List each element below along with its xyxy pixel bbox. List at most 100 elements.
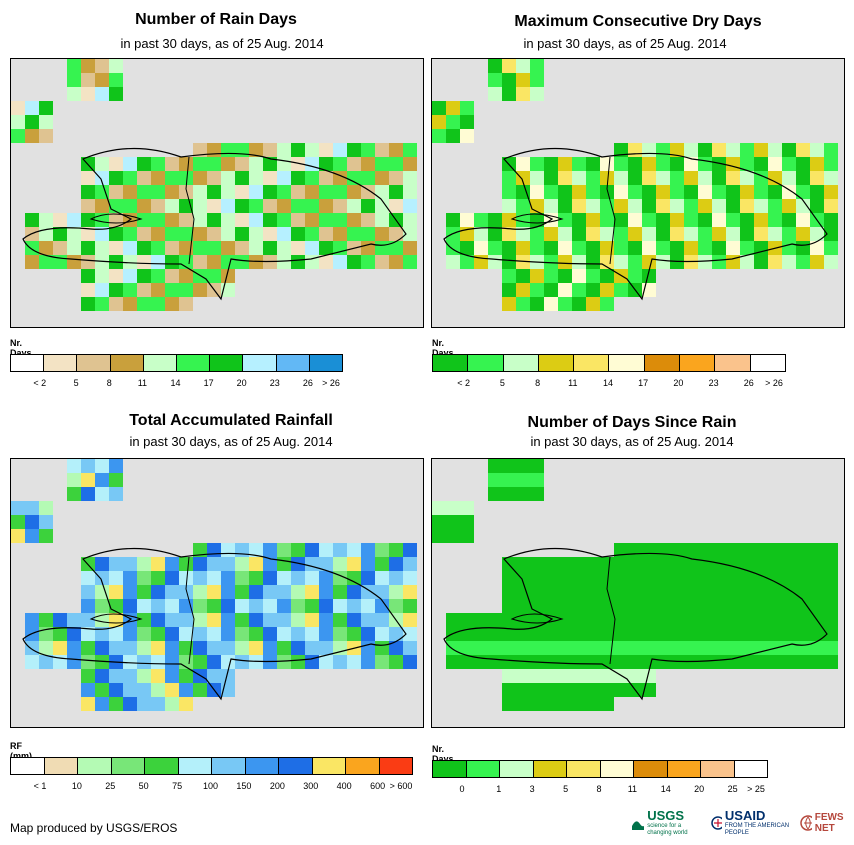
legend-tick-label: 1 bbox=[496, 784, 502, 794]
map-grid-cell bbox=[109, 697, 123, 711]
map-grid-cell bbox=[796, 627, 810, 641]
usaid-logo[interactable]: USAID FROM THE AMERICAN PEOPLE bbox=[711, 808, 793, 837]
map-grid-cell bbox=[824, 543, 838, 557]
legend-swatch bbox=[77, 355, 111, 371]
map-grid-cell bbox=[95, 59, 109, 73]
map-grid-cell bbox=[810, 655, 824, 669]
map-grid-cell bbox=[95, 683, 109, 697]
map-rainfall[interactable] bbox=[10, 458, 424, 728]
map-rain-days[interactable] bbox=[10, 58, 424, 328]
map-grid-cell bbox=[193, 627, 207, 641]
map-grid-cell bbox=[670, 199, 684, 213]
map-grid-cell bbox=[319, 241, 333, 255]
map-grid-cell bbox=[544, 199, 558, 213]
map-grid-cell bbox=[319, 185, 333, 199]
legend-swatch bbox=[279, 758, 313, 774]
map-grid-cell bbox=[207, 669, 221, 683]
map-grid-cell bbox=[740, 241, 754, 255]
map-grid-cell bbox=[726, 213, 740, 227]
map-grid-cell bbox=[558, 641, 572, 655]
legend-bar bbox=[10, 757, 413, 775]
map-grid-cell bbox=[375, 585, 389, 599]
map-grid-cell bbox=[810, 255, 824, 269]
map-grid-cell bbox=[263, 627, 277, 641]
map-grid-cell bbox=[333, 199, 347, 213]
legend-tick-label: 17 bbox=[203, 378, 214, 388]
legend-tick-label: 20 bbox=[673, 378, 684, 388]
map-grid-cell bbox=[193, 641, 207, 655]
map-grid-cell bbox=[389, 185, 403, 199]
map-grid-cell bbox=[586, 241, 600, 255]
legend-tick-label: 8 bbox=[106, 378, 112, 388]
map-grid-cell bbox=[137, 255, 151, 269]
map-grid-cell bbox=[544, 171, 558, 185]
map-grid-cell bbox=[530, 459, 544, 473]
map-grid-cell bbox=[235, 199, 249, 213]
map-grid-cell bbox=[291, 241, 305, 255]
map-grid-cell bbox=[81, 185, 95, 199]
legend-swatch bbox=[145, 758, 179, 774]
legend-swatch bbox=[538, 355, 575, 371]
map-grid-cell bbox=[263, 585, 277, 599]
usgs-logo[interactable]: USGS science for a changing world bbox=[632, 808, 705, 837]
map-grid-cell bbox=[446, 129, 460, 143]
map-grid-cell bbox=[137, 199, 151, 213]
map-grid-cell bbox=[151, 585, 165, 599]
legend-tick-label: > 26 bbox=[322, 378, 340, 388]
map-grid-cell bbox=[81, 269, 95, 283]
usaid-seal-icon bbox=[711, 815, 722, 830]
map-grid bbox=[432, 59, 838, 311]
map-grid-cell bbox=[123, 683, 137, 697]
map-grid-cell bbox=[123, 627, 137, 641]
legend-tick-label: 14 bbox=[170, 378, 181, 388]
map-grid-cell bbox=[207, 585, 221, 599]
map-grid-cell bbox=[193, 599, 207, 613]
map-grid-cell bbox=[656, 543, 670, 557]
map-grid-cell bbox=[291, 613, 305, 627]
map-grid-cell bbox=[586, 669, 600, 683]
map-since-rain[interactable] bbox=[431, 458, 845, 728]
legend-title: Nr. Days bbox=[432, 744, 454, 764]
map-grid-cell bbox=[165, 255, 179, 269]
map-grid-cell bbox=[179, 641, 193, 655]
map-grid-cell bbox=[193, 571, 207, 585]
map-grid-cell bbox=[109, 59, 123, 73]
map-grid-cell bbox=[249, 585, 263, 599]
map-grid-cell bbox=[95, 283, 109, 297]
map-grid-cell bbox=[67, 255, 81, 269]
map-grid-cell bbox=[137, 269, 151, 283]
map-grid-cell bbox=[460, 241, 474, 255]
island-outline bbox=[89, 613, 143, 624]
map-grid-cell bbox=[446, 641, 460, 655]
map-grid-cell bbox=[586, 297, 600, 311]
map-grid-cell bbox=[488, 487, 502, 501]
map-grid-cell bbox=[137, 171, 151, 185]
map-grid-cell bbox=[123, 227, 137, 241]
map-grid-cell bbox=[600, 571, 614, 585]
map-grid-cell bbox=[151, 297, 165, 311]
map-grid-cell bbox=[502, 487, 516, 501]
map-grid-cell bbox=[389, 571, 403, 585]
map-grid-cell bbox=[375, 199, 389, 213]
map-grid-cell bbox=[277, 185, 291, 199]
map-grid-cell bbox=[109, 669, 123, 683]
map-grid-cell bbox=[782, 241, 796, 255]
map-grid-cell bbox=[628, 269, 642, 283]
map-dry-days[interactable] bbox=[431, 58, 845, 328]
map-grid-cell bbox=[333, 543, 347, 557]
map-grid-cell bbox=[530, 297, 544, 311]
map-grid-cell bbox=[277, 255, 291, 269]
map-grid-cell bbox=[291, 199, 305, 213]
map-grid-cell bbox=[193, 185, 207, 199]
map-grid-cell bbox=[740, 571, 754, 585]
legend-tick-label: 0 bbox=[459, 784, 465, 794]
map-grid-cell bbox=[319, 171, 333, 185]
map-grid-cell bbox=[432, 101, 446, 115]
map-grid-cell bbox=[179, 283, 193, 297]
map-grid-cell bbox=[95, 73, 109, 87]
map-grid-cell bbox=[277, 627, 291, 641]
map-grid-cell bbox=[516, 459, 530, 473]
fewsnet-logo[interactable]: FEWS NET bbox=[799, 812, 854, 834]
map-grid-cell bbox=[530, 669, 544, 683]
map-grid-cell bbox=[516, 73, 530, 87]
